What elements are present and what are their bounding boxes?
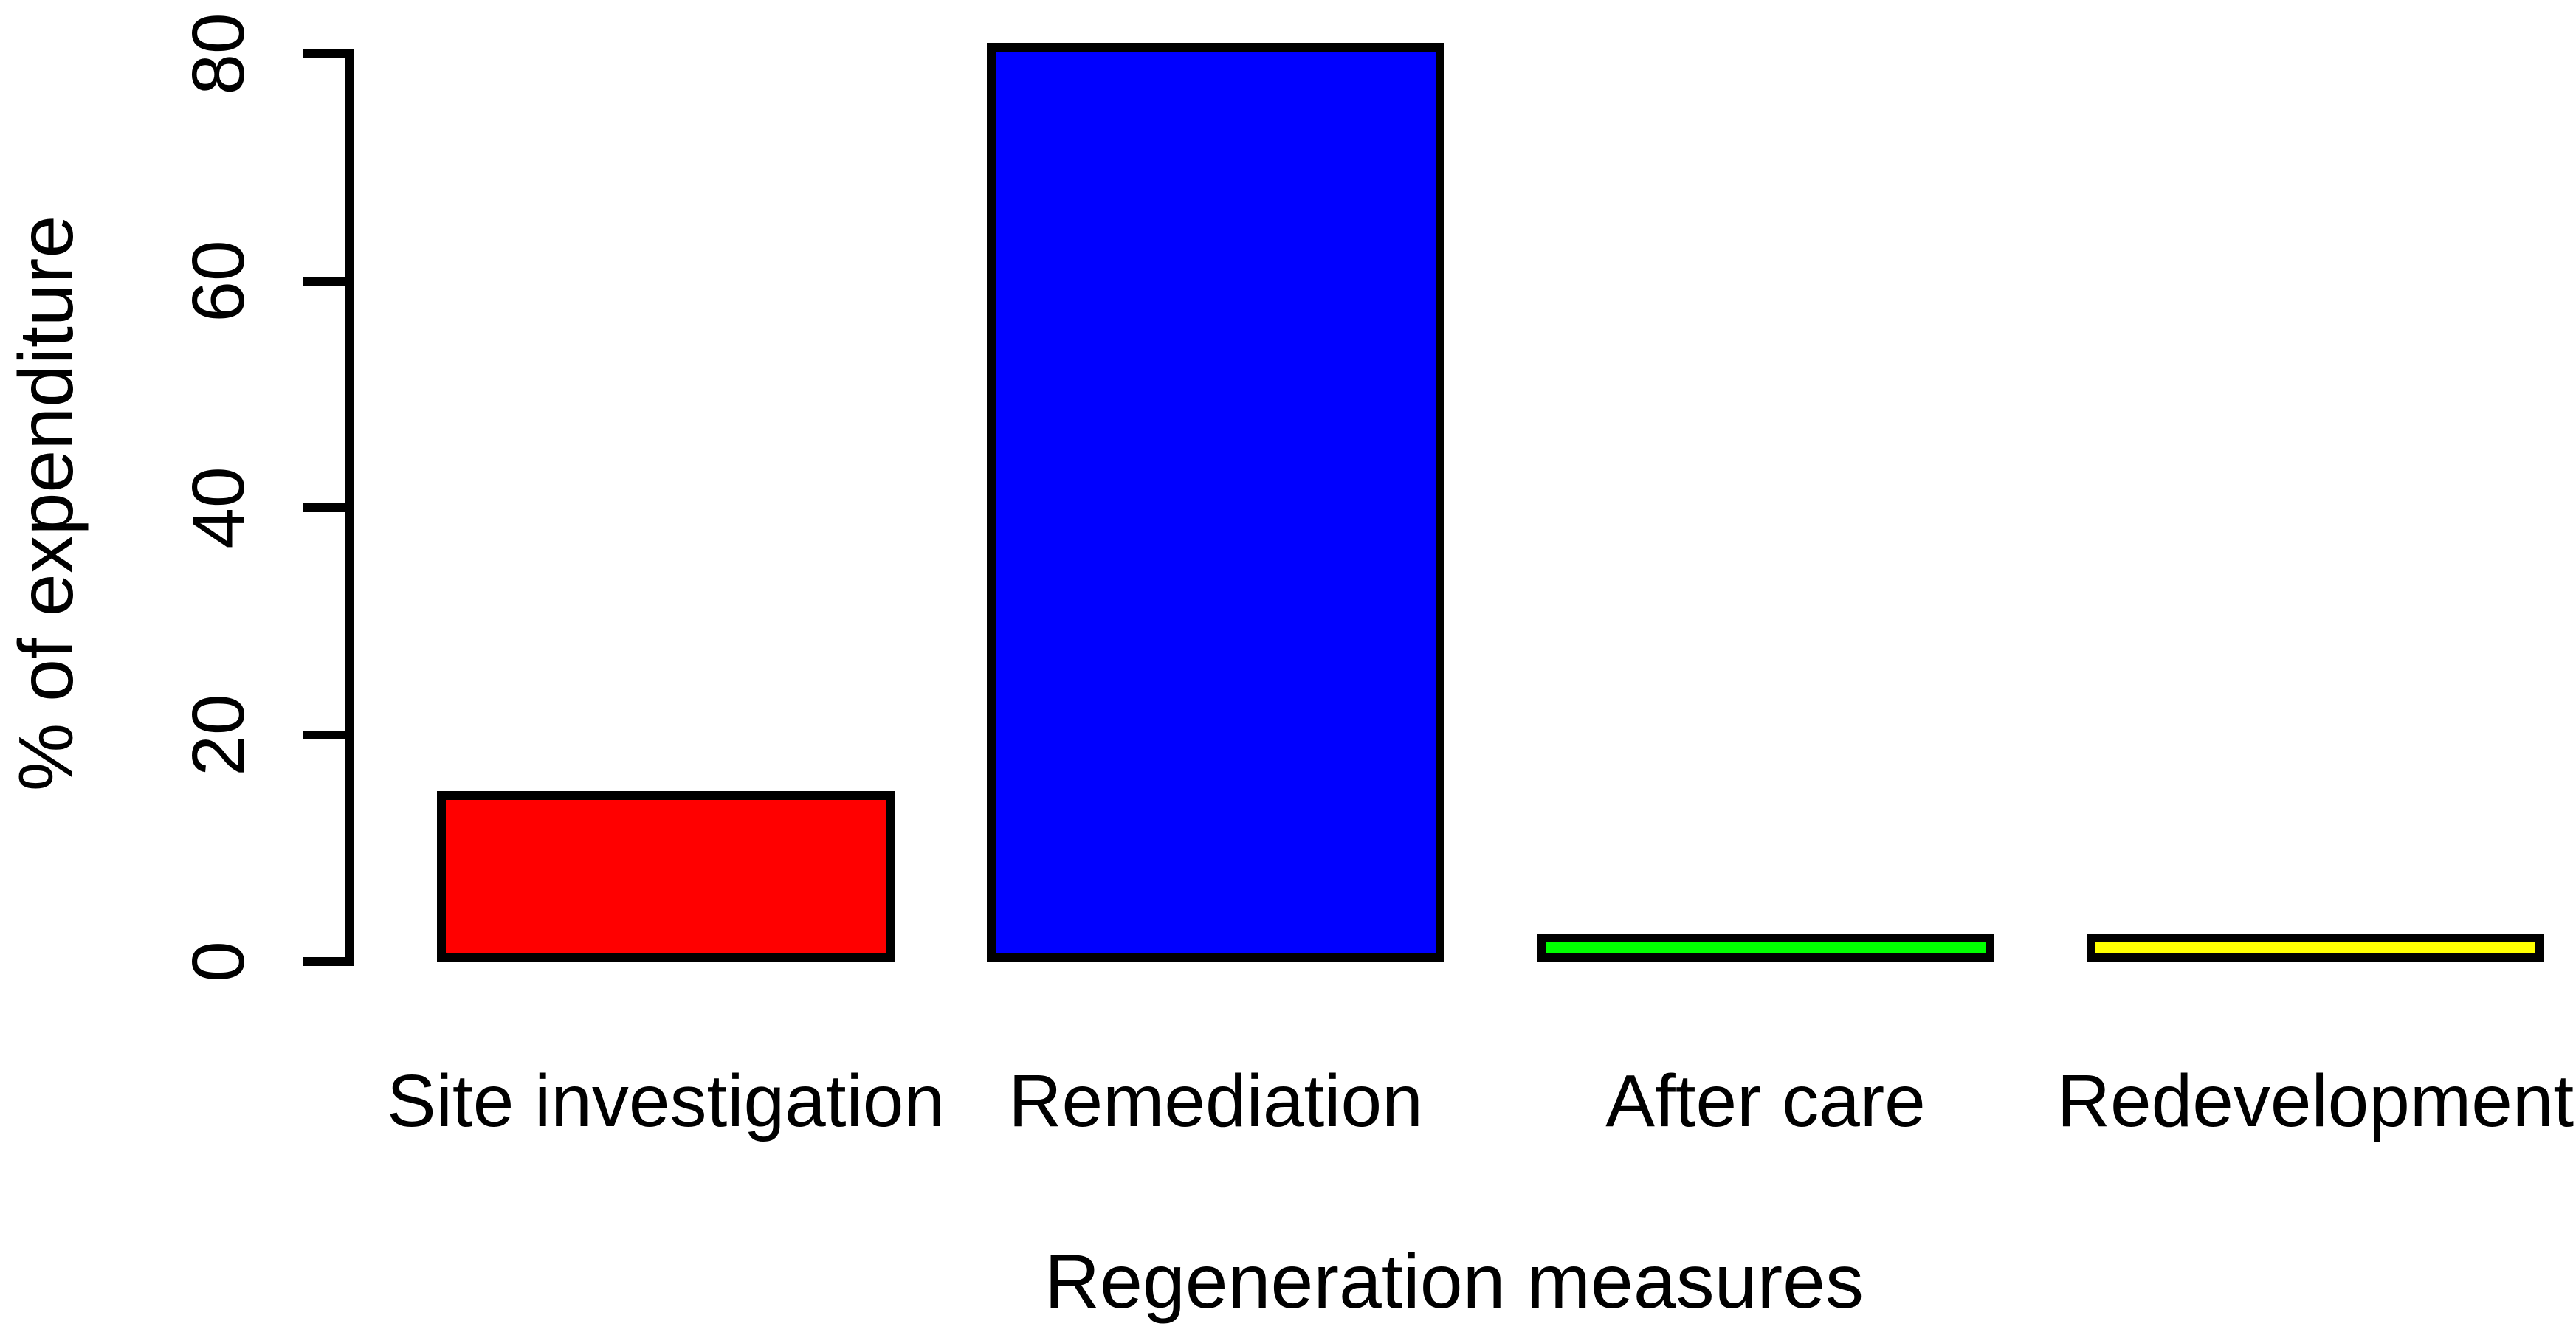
y-tick-mark [303, 730, 345, 739]
y-tick-label: 60 [177, 239, 260, 322]
y-tick-label: 20 [177, 693, 260, 776]
y-tick-mark [303, 957, 345, 966]
x-category-label: Remediation [1008, 1060, 1423, 1142]
bar-redevelopment [2087, 934, 2544, 962]
x-category-label: Redevelopment [2056, 1060, 2575, 1142]
y-tick-mark [303, 503, 345, 512]
bar-after-care [1537, 934, 1994, 962]
y-tick-mark [303, 276, 345, 286]
x-category-label: After care [1605, 1060, 1926, 1142]
y-axis-title: % of expenditure [4, 215, 89, 792]
y-tick-label: 80 [177, 13, 260, 95]
y-tick-label: 0 [177, 941, 260, 982]
y-tick-mark [303, 49, 345, 58]
x-axis-title: Regeneration measures [1044, 1239, 1864, 1325]
bar-site-investigation [437, 791, 895, 962]
x-category-label: Site investigation [386, 1060, 946, 1142]
y-tick-label: 40 [177, 466, 260, 549]
bar-remediation [987, 43, 1444, 962]
y-axis-line [345, 49, 354, 966]
